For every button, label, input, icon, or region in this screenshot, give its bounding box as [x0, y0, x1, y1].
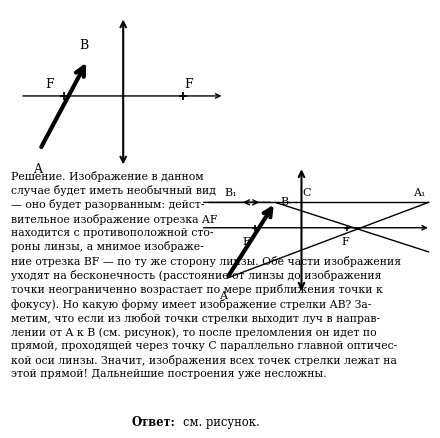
Text: B: B	[79, 39, 88, 53]
Text: F: F	[185, 78, 193, 91]
Text: B: B	[280, 197, 289, 207]
Text: A₁: A₁	[414, 188, 426, 198]
Text: Решение. Изображение в данном
случае будет иметь необычный вид
— оно будет разор: Решение. Изображение в данном случае буд…	[11, 170, 401, 378]
Text: F: F	[342, 237, 349, 247]
Text: F: F	[45, 78, 54, 91]
Text: B₁: B₁	[224, 188, 237, 198]
Text: A: A	[33, 163, 43, 177]
Text: F: F	[242, 237, 250, 247]
Text: см. рисунок.: см. рисунок.	[183, 416, 259, 429]
Text: Ответ:: Ответ:	[132, 416, 176, 429]
Text: A: A	[219, 291, 227, 301]
Text: C: C	[302, 188, 311, 198]
